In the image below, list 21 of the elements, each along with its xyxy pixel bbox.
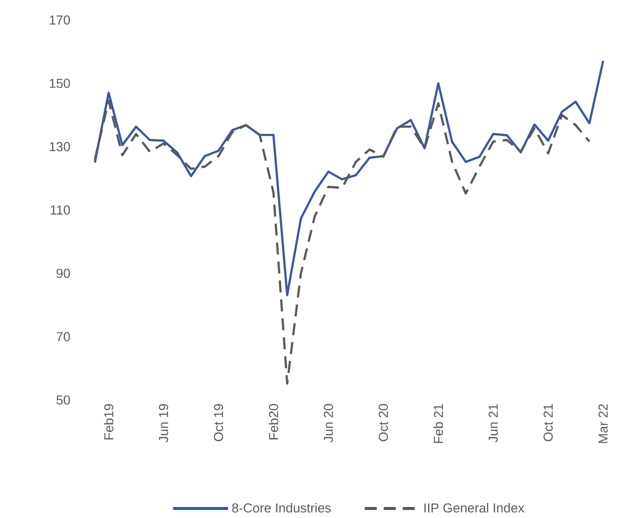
x-tick-label: Oct 19 (214, 404, 224, 442)
y-tick-label: 170 (50, 15, 70, 25)
y-tick-label: 70 (56, 332, 70, 342)
y-tick-label: 150 (50, 78, 70, 88)
y-tick-label: 90 (56, 268, 70, 278)
x-tick-label: Jun 19 (158, 404, 168, 442)
y-tick-label: 110 (50, 205, 70, 215)
legend-label: IIP General Index (424, 503, 524, 513)
x-tick-label: Jun 20 (324, 404, 333, 442)
line-series (94, 60, 604, 296)
x-tick-label: Jun 21 (488, 404, 498, 442)
x-tick-label: Feb20 (268, 404, 278, 440)
y-tick-label: 50 (56, 395, 70, 405)
x-tick-label: Mar 22 (598, 404, 608, 443)
x-tick-label: Oct 21 (544, 404, 553, 442)
x-tick-label: Feb19 (104, 404, 114, 440)
line-series (94, 100, 590, 385)
x-tick-label: Oct 20 (378, 404, 388, 442)
legend-label: 8-Core Industries (232, 503, 331, 513)
y-tick-label: 130 (50, 142, 70, 152)
x-tick-label: Feb 21 (434, 404, 444, 443)
